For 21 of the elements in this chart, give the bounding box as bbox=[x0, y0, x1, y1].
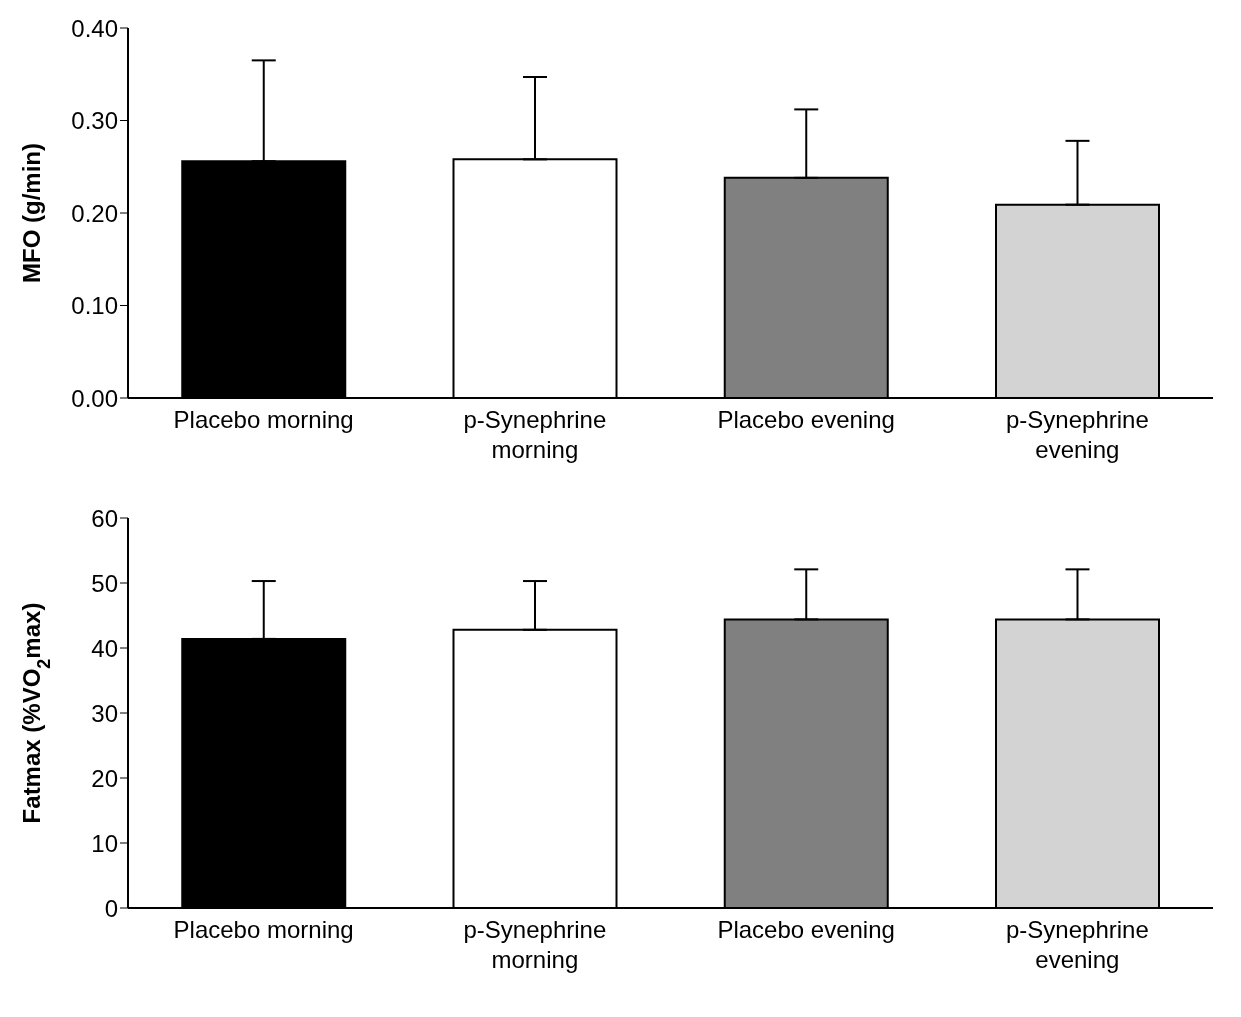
y-axis-title: MFO (g/min) bbox=[18, 143, 45, 283]
y-tick-label: 0.10 bbox=[71, 292, 118, 320]
y-tick-label: 60 bbox=[91, 504, 118, 532]
y-tick-label: 0.00 bbox=[71, 384, 118, 412]
y-tick-label: 20 bbox=[91, 764, 118, 792]
y-tick-label: 0.40 bbox=[71, 14, 118, 42]
x-tick-label: p-Synephrine evening bbox=[1005, 406, 1149, 463]
y-tick-label: 40 bbox=[91, 634, 118, 662]
x-tick-label: Placebo morning bbox=[173, 406, 354, 433]
x-tick-label: Placebo morning bbox=[173, 916, 354, 943]
y-tick-label: 0.30 bbox=[71, 107, 118, 135]
y-tick-label: 0 bbox=[104, 894, 118, 922]
x-tick-label: Placebo evening bbox=[717, 916, 895, 943]
x-tick-label: p-Synephrine morning bbox=[463, 406, 607, 463]
x-tick-label: p-Synephrine evening bbox=[1005, 916, 1149, 973]
y-tick-label: 0.20 bbox=[71, 199, 118, 227]
x-tick-label: Placebo evening bbox=[717, 406, 895, 433]
y-tick-label: 30 bbox=[91, 699, 118, 727]
y-tick-label: 10 bbox=[91, 829, 118, 857]
y-tick-label: 50 bbox=[91, 569, 118, 597]
x-tick-label: p-Synephrine morning bbox=[463, 916, 607, 973]
